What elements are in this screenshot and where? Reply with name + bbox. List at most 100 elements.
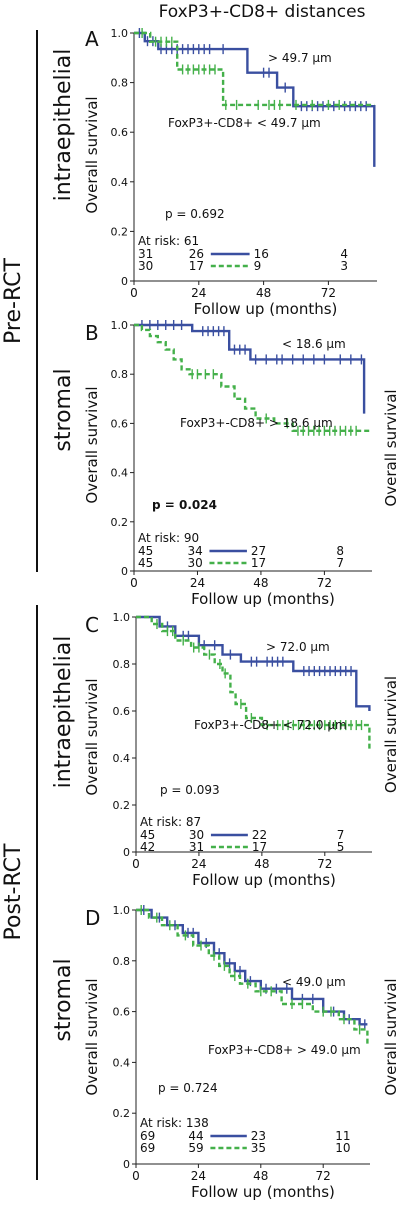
- y-tick-label: 0.6: [113, 705, 131, 718]
- y-tick-label: 0.2: [113, 1107, 131, 1120]
- compartment-label-c: intraepithelial: [51, 636, 76, 789]
- survival-curve-green: [136, 615, 371, 751]
- at-risk-count: 7: [336, 556, 344, 570]
- y-tick-label: 0: [121, 275, 128, 288]
- at-risk-count: 69: [140, 1129, 155, 1143]
- at-risk-count: 9: [254, 259, 262, 273]
- y-tick-label: 0.2: [111, 225, 129, 238]
- at-risk-title: At risk: 87: [140, 815, 201, 829]
- y-tick-label: 0.2: [111, 516, 129, 529]
- y-tick-label: 0.4: [111, 176, 129, 189]
- survival-curve-green: [136, 908, 369, 1045]
- compartment-label-d: stromal: [51, 958, 76, 1041]
- survival-curve-blue: [134, 323, 366, 414]
- y-tick-label: 0: [123, 846, 130, 859]
- at-risk-count: 17: [189, 259, 204, 273]
- x-tick-label: 48: [253, 576, 268, 590]
- group-label-post: Post-RCT: [1, 843, 26, 941]
- curve-label-blue: > 72.0 µm: [266, 640, 330, 654]
- at-risk-count: 16: [254, 247, 269, 261]
- y-tick-label: 0.4: [113, 752, 131, 765]
- curve-label-blue: < 18.6 µm: [282, 337, 346, 351]
- y-tick-label: 0.6: [111, 126, 129, 139]
- y-tick-label: 1.0: [111, 319, 129, 332]
- curve-label-green: FoxP3+-CD8+ > 18.6 µm: [180, 416, 333, 430]
- at-risk-title: At risk: 61: [138, 234, 199, 248]
- at-risk-count: 30: [189, 828, 204, 842]
- survival-curve-blue: [134, 31, 376, 167]
- compartment-label-b: stromal: [51, 368, 76, 451]
- x-tick-label: 72: [317, 857, 332, 871]
- curve-label-blue: > 49.7 µm: [268, 51, 332, 65]
- y-axis-label: Overall survival: [83, 386, 101, 503]
- at-risk-count: 31: [138, 247, 153, 261]
- y-tick-label: 0.6: [113, 1006, 131, 1019]
- p-value: p = 0.024: [152, 498, 217, 512]
- y-tick-label: 0.8: [111, 368, 129, 381]
- at-risk-count: 59: [188, 1141, 203, 1155]
- y-tick-label: 0.8: [113, 658, 131, 671]
- x-axis-label: Follow up (months): [192, 871, 336, 889]
- at-risk-title: At risk: 90: [138, 531, 199, 545]
- x-tick-label: 0: [132, 1169, 140, 1183]
- x-tick-label: 72: [317, 576, 332, 590]
- y-tick-label: 0: [121, 565, 128, 578]
- x-tick-label: 48: [256, 286, 271, 300]
- at-risk-count: 11: [335, 1129, 350, 1143]
- y-axis-label-right: Overall survival: [382, 676, 400, 793]
- survival-curve-green: [134, 31, 375, 107]
- x-tick-label: 72: [321, 286, 336, 300]
- at-risk-count: 35: [251, 1141, 266, 1155]
- p-value: p = 0.093: [160, 783, 220, 797]
- survival-curve-blue: [136, 615, 371, 711]
- at-risk-count: 69: [140, 1141, 155, 1155]
- curve-label-green: FoxP3+-CD8+ < 72.0 µm: [194, 718, 347, 732]
- at-risk-count: 8: [336, 544, 344, 558]
- x-axis-label: Follow up (months): [191, 590, 335, 608]
- panel-letter: B: [85, 321, 99, 345]
- compartment-label-a: intraepithelial: [51, 49, 76, 202]
- at-risk-count: 17: [252, 840, 267, 854]
- x-axis-label: Follow up (months): [194, 300, 338, 318]
- y-tick-label: 1.0: [113, 904, 131, 917]
- x-tick-label: 0: [132, 857, 140, 871]
- y-tick-label: 0.6: [111, 417, 129, 430]
- y-axis-label: Overall survival: [83, 96, 101, 213]
- survival-curve-green: [134, 323, 370, 432]
- at-risk-title: At risk: 138: [140, 1116, 209, 1130]
- at-risk-count: 23: [251, 1129, 266, 1143]
- at-risk-count: 42: [140, 840, 155, 854]
- group-label-pre: Pre-RCT: [1, 257, 26, 343]
- x-tick-label: 48: [253, 1169, 268, 1183]
- panel-letter: C: [85, 613, 99, 637]
- at-risk-count: 45: [140, 828, 155, 842]
- at-risk-count: 30: [138, 259, 153, 273]
- y-tick-label: 0.8: [113, 955, 131, 968]
- y-tick-label: 0.4: [111, 467, 129, 480]
- at-risk-count: 45: [138, 556, 153, 570]
- panel-letter: A: [85, 27, 99, 51]
- y-axis-label-right: Overall survival: [382, 978, 400, 1095]
- y-tick-label: 0.8: [111, 77, 129, 90]
- at-risk-count: 5: [337, 840, 345, 854]
- curve-label-green: FoxP3+-CD8+ > 49.0 µm: [208, 1043, 361, 1057]
- at-risk-count: 7: [337, 828, 345, 842]
- x-axis-label: Follow up (months): [191, 1183, 335, 1201]
- y-tick-label: 0: [123, 1158, 130, 1171]
- y-axis-label-right: Overall survival: [382, 389, 400, 506]
- x-tick-label: 24: [191, 857, 206, 871]
- x-tick-label: 24: [191, 286, 206, 300]
- figure-header: FoxP3+-CD8+ distances: [159, 2, 366, 22]
- survival-curve-blue: [136, 908, 368, 1026]
- at-risk-count: 10: [335, 1141, 350, 1155]
- p-value: p = 0.724: [158, 1081, 218, 1095]
- at-risk-count: 34: [187, 544, 202, 558]
- y-tick-label: 1.0: [111, 27, 129, 40]
- y-axis-label: Overall survival: [83, 678, 101, 795]
- at-risk-count: 44: [188, 1129, 203, 1143]
- y-tick-label: 0.2: [113, 799, 131, 812]
